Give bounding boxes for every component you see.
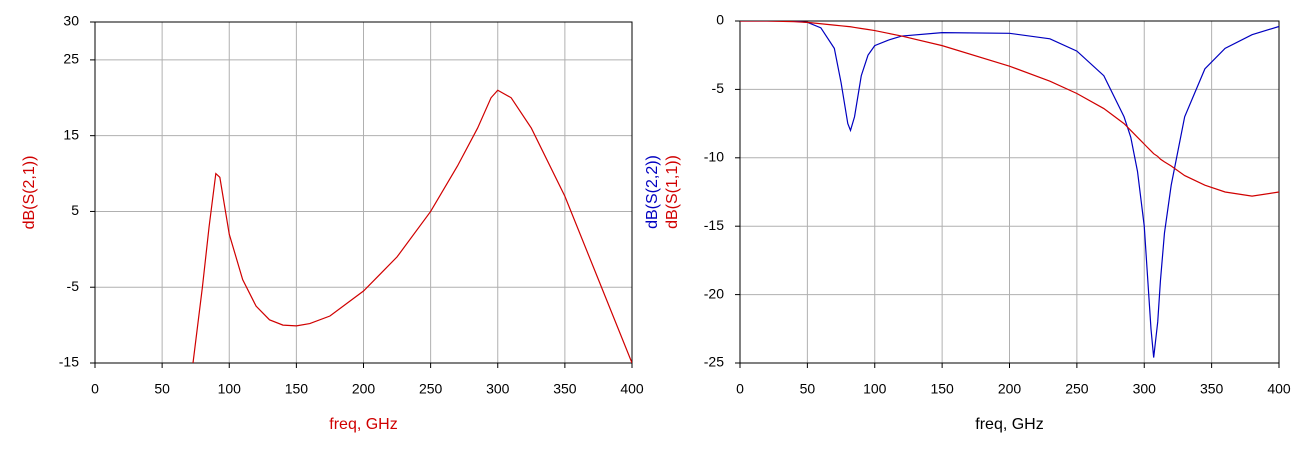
plot-lines xyxy=(740,21,1279,358)
y-tick-label: -25 xyxy=(704,354,724,370)
series-line xyxy=(740,21,1279,358)
x-tick-label: 200 xyxy=(352,381,376,397)
y-tick-label: -5 xyxy=(712,80,725,96)
y-tick-label: -15 xyxy=(59,354,79,370)
series-line xyxy=(740,21,1279,197)
y-tick-label: -5 xyxy=(67,278,80,294)
x-tick-label: 400 xyxy=(620,381,644,397)
x-tick-label: 200 xyxy=(998,381,1022,397)
x-axis-label: freq, GHz xyxy=(975,416,1043,433)
y-tick-label: 30 xyxy=(63,13,79,29)
plot-frame xyxy=(94,21,633,364)
x-tick-label: 100 xyxy=(218,381,242,397)
x-tick-label: 300 xyxy=(486,381,510,397)
x-tick-label: 0 xyxy=(91,381,99,397)
x-tick-label: 150 xyxy=(930,381,954,397)
y-tick-label: -15 xyxy=(704,217,724,233)
x-tick-label: 0 xyxy=(736,381,744,397)
x-tick-label: 350 xyxy=(1200,381,1224,397)
x-tick-label: 150 xyxy=(285,381,309,397)
y-axis-label: dB(S(1,1)) xyxy=(664,155,681,229)
x-axis-label: freq, GHz xyxy=(329,416,397,433)
y-axis-label: dB(S(2,2)) xyxy=(644,155,661,229)
x-tick-label: 250 xyxy=(419,381,443,397)
plot-lines xyxy=(192,89,632,363)
y-tick-label: 5 xyxy=(71,202,79,218)
series-line xyxy=(192,89,632,363)
y-tick-label: -20 xyxy=(704,285,724,301)
y-tick-label: 25 xyxy=(63,51,79,67)
y-tick-label: 0 xyxy=(716,12,724,28)
x-tick-label: 400 xyxy=(1267,381,1291,397)
y-tick-label: -10 xyxy=(704,149,724,165)
x-tick-label: 50 xyxy=(154,381,170,397)
y-tick-label: 15 xyxy=(63,126,79,142)
y-axis-label: dB(S(2,1)) xyxy=(21,156,38,230)
x-tick-label: 250 xyxy=(1065,381,1089,397)
x-tick-label: 300 xyxy=(1133,381,1157,397)
x-tick-label: 350 xyxy=(553,381,577,397)
x-tick-label: 50 xyxy=(800,381,816,397)
x-tick-label: 100 xyxy=(863,381,887,397)
